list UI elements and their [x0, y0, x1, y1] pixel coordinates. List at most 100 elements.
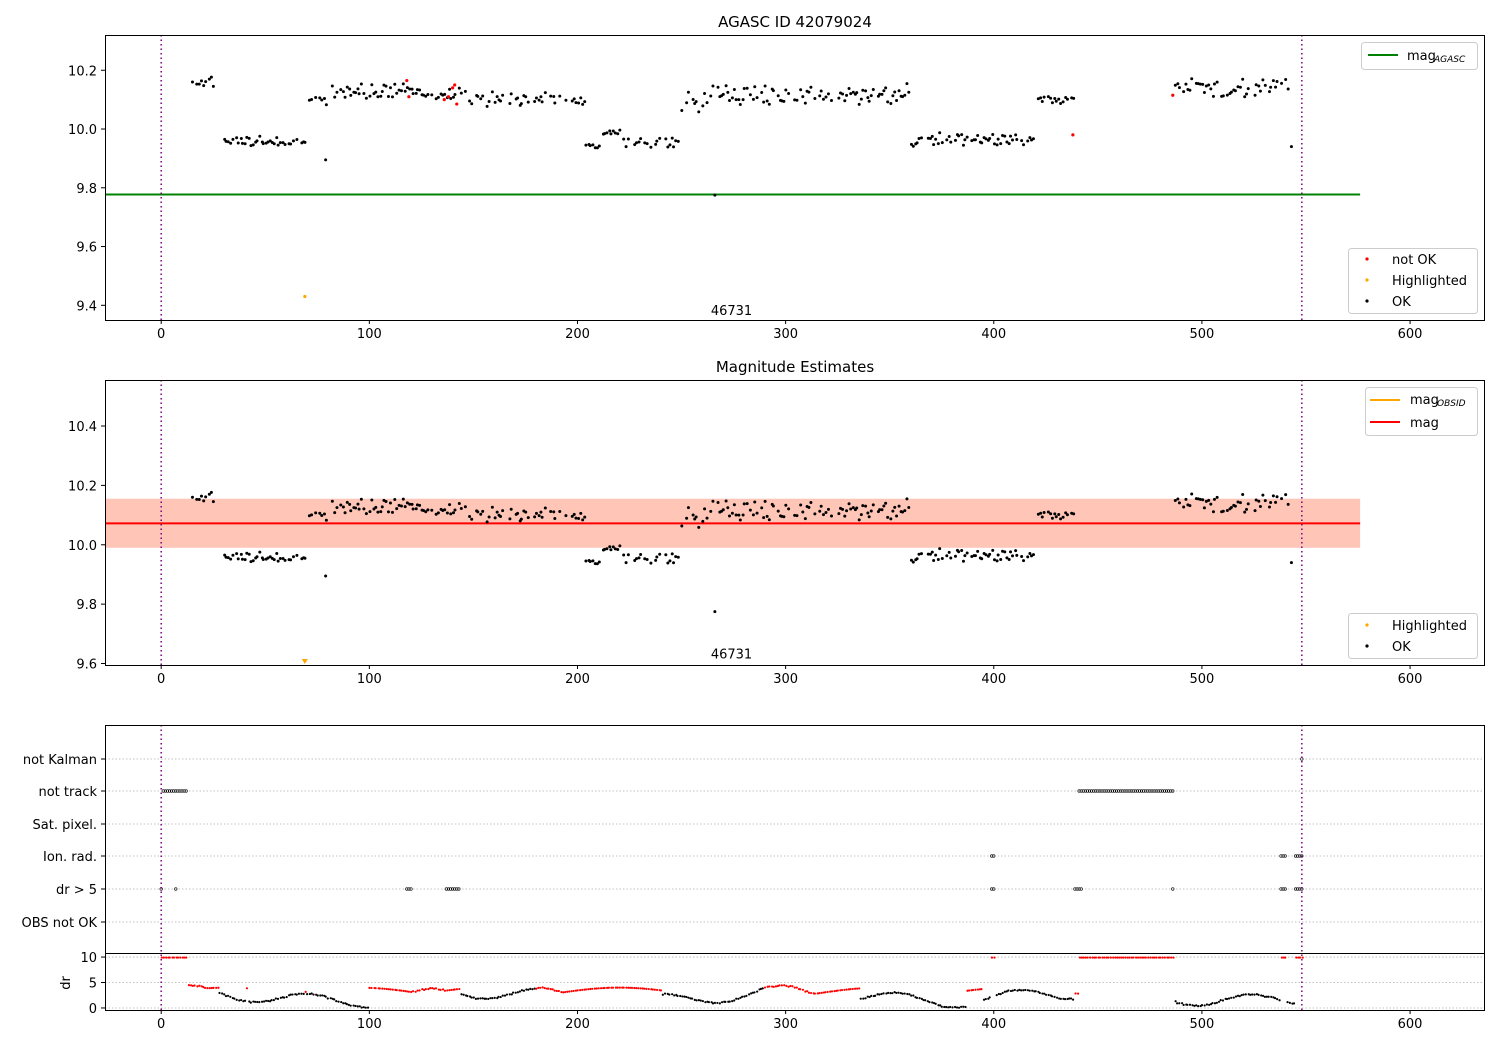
dr-point: [1238, 995, 1241, 998]
mag-ok-point: [564, 514, 568, 518]
dr-red-point: [424, 988, 427, 991]
mag-ok-point: [1261, 493, 1265, 497]
mag-ok-point: [490, 505, 494, 509]
flag-marker: [1123, 789, 1127, 793]
dr-point: [352, 1004, 355, 1007]
agasc-ok-point: [980, 141, 984, 145]
flag-marker: [1162, 789, 1167, 793]
agasc-ok-point: [961, 143, 965, 147]
mag-ok-point: [1254, 498, 1258, 502]
dr-point: [1221, 999, 1225, 1002]
dr-point: [957, 1006, 961, 1009]
mag-ok-point: [320, 513, 324, 517]
mag-ok-point: [915, 557, 919, 561]
dr-red-point: [458, 987, 461, 991]
mag-ok-point: [861, 504, 865, 508]
agasc-ok-point: [1207, 83, 1211, 87]
dr-red-point: [653, 988, 656, 991]
mag-ok-point: [711, 499, 715, 503]
agasc-ok-point: [1201, 82, 1205, 86]
agasc-ok-point: [882, 89, 886, 93]
agasc-ok-point: [991, 133, 995, 137]
mag-ok-point: [1022, 559, 1026, 563]
dr-red-point: [1147, 956, 1150, 959]
dr-point: [1064, 998, 1067, 1001]
mag-ok-point: [343, 511, 347, 515]
dr-point: [321, 994, 324, 997]
mag-ytick-label: 10.2: [68, 479, 97, 494]
agasc-ok-point: [453, 93, 457, 97]
dr-point: [1193, 1004, 1196, 1007]
mag-ok-point: [243, 558, 247, 562]
agasc-notok-point: [1171, 93, 1175, 97]
dr-red-point: [381, 987, 384, 990]
dr-red-point: [804, 990, 807, 993]
mag-ok-point: [771, 504, 775, 508]
mag-ok-point: [1005, 556, 1009, 560]
flag-marker: [1104, 789, 1108, 793]
dr-red-point: [1089, 956, 1092, 959]
flag-marker: [1281, 887, 1285, 891]
dr-point: [1215, 1001, 1218, 1004]
agasc-ok-point: [258, 134, 262, 138]
flag-marker: [1090, 789, 1094, 793]
dr-point: [1217, 1000, 1221, 1003]
mag-ok-point: [354, 506, 358, 510]
dr-red-point: [968, 989, 971, 992]
mag-ok-point: [767, 518, 771, 522]
agasc-ok-point: [508, 101, 512, 105]
dr-red-point: [971, 988, 975, 992]
agasc-ok-point: [341, 90, 345, 94]
agasc-xtick-label: 500: [1190, 327, 1215, 342]
mag-ok-point: [364, 512, 368, 516]
mag-ok-point: [1236, 500, 1240, 504]
agasc-xtick-label: 0: [157, 327, 165, 342]
agasc-ok-point: [999, 142, 1003, 146]
agasc-ok-point: [236, 141, 240, 145]
mag-ok-point: [1003, 550, 1007, 554]
mag-ytick-label: 10.0: [68, 539, 97, 554]
mag-ok-point: [330, 499, 334, 503]
dr-point: [345, 1003, 348, 1006]
dr-red-point: [1074, 992, 1077, 995]
dr-red-point: [564, 990, 567, 994]
mag-ok-point: [289, 558, 293, 562]
mag-ok-point: [1188, 504, 1192, 508]
agasc-ok-point: [543, 91, 547, 95]
dr-point: [518, 990, 522, 993]
dr-point: [360, 1006, 363, 1009]
dr-point: [931, 1001, 934, 1004]
agasc-ok-point: [268, 139, 272, 143]
agasc-ok-point: [370, 83, 374, 87]
agasc-ok-point: [807, 90, 811, 94]
agasc-ok-point: [1031, 137, 1035, 141]
mag-ok-point: [668, 559, 672, 563]
mag-ok-point: [493, 516, 497, 520]
agasc-ok-point: [1229, 90, 1233, 94]
legend-highlighted-marker: [1365, 278, 1369, 282]
agasc-ok-point: [356, 87, 360, 91]
dr-point: [1028, 989, 1031, 992]
dr-red-point: [593, 987, 597, 990]
mag-ok-point: [813, 512, 817, 516]
dr-red-point: [1091, 956, 1094, 959]
dr-point: [1001, 991, 1004, 995]
agasc-ok-point: [668, 143, 672, 147]
agasc-ok-point: [418, 88, 422, 92]
dr-point: [926, 1000, 929, 1003]
dr-point: [741, 995, 744, 998]
flag-marker: [1081, 789, 1085, 793]
agasc-ok-point: [919, 136, 923, 140]
dr-point: [947, 1006, 950, 1009]
flag-marker: [1106, 789, 1110, 793]
mag-ok-point: [314, 511, 318, 515]
agasc-ok-point: [1241, 77, 1245, 81]
dr-red-point: [597, 987, 600, 990]
mag-ok-point: [239, 552, 243, 556]
dr-point: [720, 1001, 724, 1004]
flag-label: not Kalman: [23, 753, 97, 768]
dr-point: [903, 992, 906, 995]
agasc-ok-point: [349, 93, 353, 97]
dr-point: [223, 993, 226, 996]
mag-ok-point: [953, 554, 957, 558]
